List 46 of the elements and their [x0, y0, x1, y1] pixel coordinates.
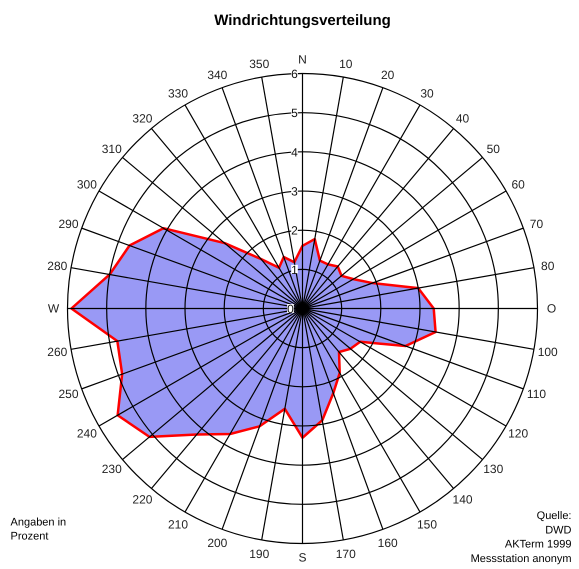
spoke-label: S [298, 550, 307, 564]
spoke-label: 120 [508, 426, 528, 440]
chart-title: Windrichtungsverteilung [214, 12, 391, 29]
spoke-label: 230 [102, 462, 122, 476]
y-tick-label: 6 [291, 67, 298, 81]
spoke-label: 110 [526, 387, 546, 402]
spoke-label: 300 [76, 178, 98, 192]
spoke-label: 60 [511, 178, 526, 192]
spoke-label: 220 [132, 492, 153, 507]
spoke-label: 150 [416, 518, 438, 532]
spoke-label: 70 [530, 216, 544, 231]
spoke-label: 210 [168, 518, 188, 532]
spoke-label: 350 [249, 56, 270, 71]
spoke-label: 20 [380, 68, 395, 82]
spoke-label: 240 [76, 426, 98, 440]
y-tick-label: 2 [291, 224, 298, 238]
y-tick-label: 4 [291, 145, 298, 160]
spoke-label: 30 [420, 86, 434, 100]
spoke-label: 100 [538, 345, 558, 360]
spoke-label: 170 [336, 547, 356, 562]
spoke-label: 250 [58, 387, 79, 402]
y-tick-label: 3 [291, 184, 298, 198]
spoke-label: 330 [168, 86, 188, 100]
spoke-label: 340 [207, 68, 228, 82]
source-note: Quelle: DWD AKTerm 1999 Messstation anonym [470, 510, 572, 566]
spoke-label: 140 [452, 492, 473, 507]
spoke-label: 260 [47, 345, 68, 360]
spoke-label: W [48, 302, 60, 316]
y-tick-label: 0 [287, 302, 294, 316]
spoke-label: 290 [58, 216, 79, 231]
spoke-label: 130 [483, 462, 504, 476]
spoke-label: 40 [456, 111, 470, 126]
text: Angaben in Prozent [10, 516, 66, 543]
spoke-label: 10 [339, 56, 353, 71]
spoke-label: O [546, 302, 556, 316]
spoke-label: 50 [486, 142, 500, 156]
spoke-label: 80 [541, 258, 555, 273]
spoke-label: 190 [249, 547, 270, 562]
spoke-label: N [298, 52, 307, 66]
spoke-label: 280 [47, 258, 68, 273]
spoke-label: 200 [207, 536, 228, 550]
spoke-label: 160 [378, 536, 398, 550]
y-tick-label: 1 [291, 262, 298, 277]
spoke-label: 310 [102, 142, 122, 156]
y-tick-label: 5 [291, 106, 298, 120]
spoke-label: 320 [132, 111, 153, 126]
